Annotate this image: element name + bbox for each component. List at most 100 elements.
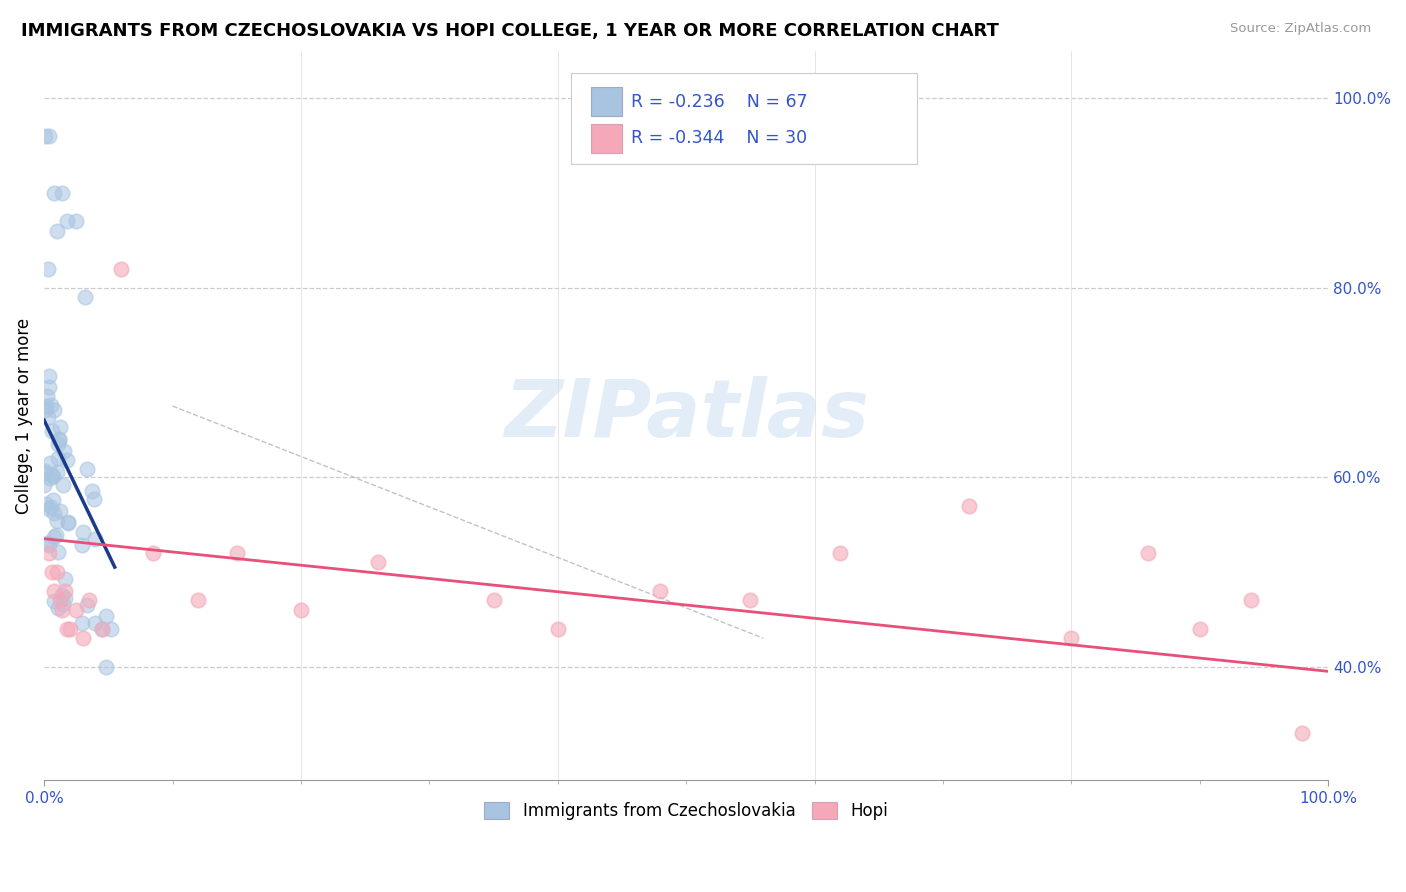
Point <box>56 515 79 529</box>
Point <box>35 497 58 511</box>
Point <box>76 462 98 476</box>
Point <box>75 290 97 304</box>
Point <box>957 499 980 513</box>
Point <box>53 572 76 586</box>
Point <box>51 186 73 200</box>
Point <box>830 546 852 560</box>
Point <box>48 593 70 607</box>
Point <box>1060 631 1083 645</box>
Text: R = -0.344    N = 30: R = -0.344 N = 30 <box>631 129 807 147</box>
Point <box>35 389 58 403</box>
Point <box>46 514 69 528</box>
Point <box>53 444 76 458</box>
Point <box>56 516 79 530</box>
Point <box>41 565 63 579</box>
Point <box>65 603 87 617</box>
Point <box>56 214 79 228</box>
Point <box>83 532 105 546</box>
Point <box>51 603 73 617</box>
Point <box>56 622 79 636</box>
Point <box>65 214 87 228</box>
Text: R = -0.236    N = 67: R = -0.236 N = 67 <box>631 93 807 111</box>
Point <box>34 478 56 492</box>
Point <box>90 622 112 636</box>
Point <box>187 593 209 607</box>
Point <box>94 659 117 673</box>
Point <box>70 616 93 631</box>
Point <box>44 583 66 598</box>
Point <box>96 608 118 623</box>
Point <box>42 493 65 508</box>
Point <box>44 186 66 200</box>
Point <box>55 453 77 467</box>
Point <box>44 594 66 608</box>
Point <box>38 537 60 551</box>
Text: ZIPatlas: ZIPatlas <box>503 376 869 455</box>
Point <box>110 261 132 276</box>
Point <box>37 410 59 425</box>
Point <box>48 432 70 446</box>
Point <box>83 492 105 507</box>
Point <box>72 631 94 645</box>
Point <box>34 402 56 417</box>
Point <box>46 545 69 559</box>
Point <box>52 597 75 611</box>
Point <box>38 546 60 560</box>
Point <box>650 583 672 598</box>
Point <box>53 591 76 606</box>
Point <box>72 525 94 540</box>
Point <box>482 593 505 607</box>
Point <box>34 464 56 478</box>
Point <box>1188 622 1211 636</box>
Point <box>42 403 65 417</box>
Point <box>367 555 389 569</box>
Point <box>39 471 62 485</box>
Point <box>48 601 70 615</box>
Point <box>34 467 56 481</box>
Point <box>35 536 58 550</box>
Point <box>80 483 103 498</box>
Point <box>38 128 60 143</box>
Point <box>46 450 69 465</box>
Point <box>90 622 112 636</box>
Point <box>51 588 73 602</box>
Point <box>52 477 75 491</box>
Point <box>48 434 70 448</box>
Point <box>39 398 62 412</box>
Point <box>45 466 67 480</box>
Point <box>59 622 82 636</box>
Point <box>38 456 60 470</box>
FancyBboxPatch shape <box>571 72 917 164</box>
Point <box>290 603 312 617</box>
Point <box>740 593 762 607</box>
Point <box>39 500 62 515</box>
Point <box>72 538 94 552</box>
Y-axis label: College, 1 year or more: College, 1 year or more <box>15 318 32 514</box>
Point <box>142 546 165 560</box>
Point <box>1137 546 1160 560</box>
Point <box>41 424 63 438</box>
Point <box>46 565 69 579</box>
Point <box>1240 593 1263 607</box>
Point <box>45 528 67 542</box>
Point <box>225 546 247 560</box>
FancyBboxPatch shape <box>591 87 621 116</box>
Point <box>76 598 98 612</box>
Point <box>38 369 60 384</box>
Point <box>35 399 58 413</box>
Point <box>46 224 69 238</box>
Point <box>49 420 72 434</box>
Point <box>42 506 65 520</box>
Point <box>42 530 65 544</box>
Text: Source: ZipAtlas.com: Source: ZipAtlas.com <box>1230 22 1371 36</box>
Point <box>46 436 69 450</box>
Point <box>48 503 70 517</box>
Point <box>38 502 60 516</box>
Point <box>1291 726 1313 740</box>
Point <box>100 622 122 636</box>
FancyBboxPatch shape <box>591 124 621 153</box>
Point <box>42 468 65 483</box>
Point <box>38 380 60 394</box>
Text: IMMIGRANTS FROM CZECHOSLOVAKIA VS HOPI COLLEGE, 1 YEAR OR MORE CORRELATION CHART: IMMIGRANTS FROM CZECHOSLOVAKIA VS HOPI C… <box>21 22 1000 40</box>
Legend: Immigrants from Czechoslovakia, Hopi: Immigrants from Czechoslovakia, Hopi <box>478 795 894 827</box>
